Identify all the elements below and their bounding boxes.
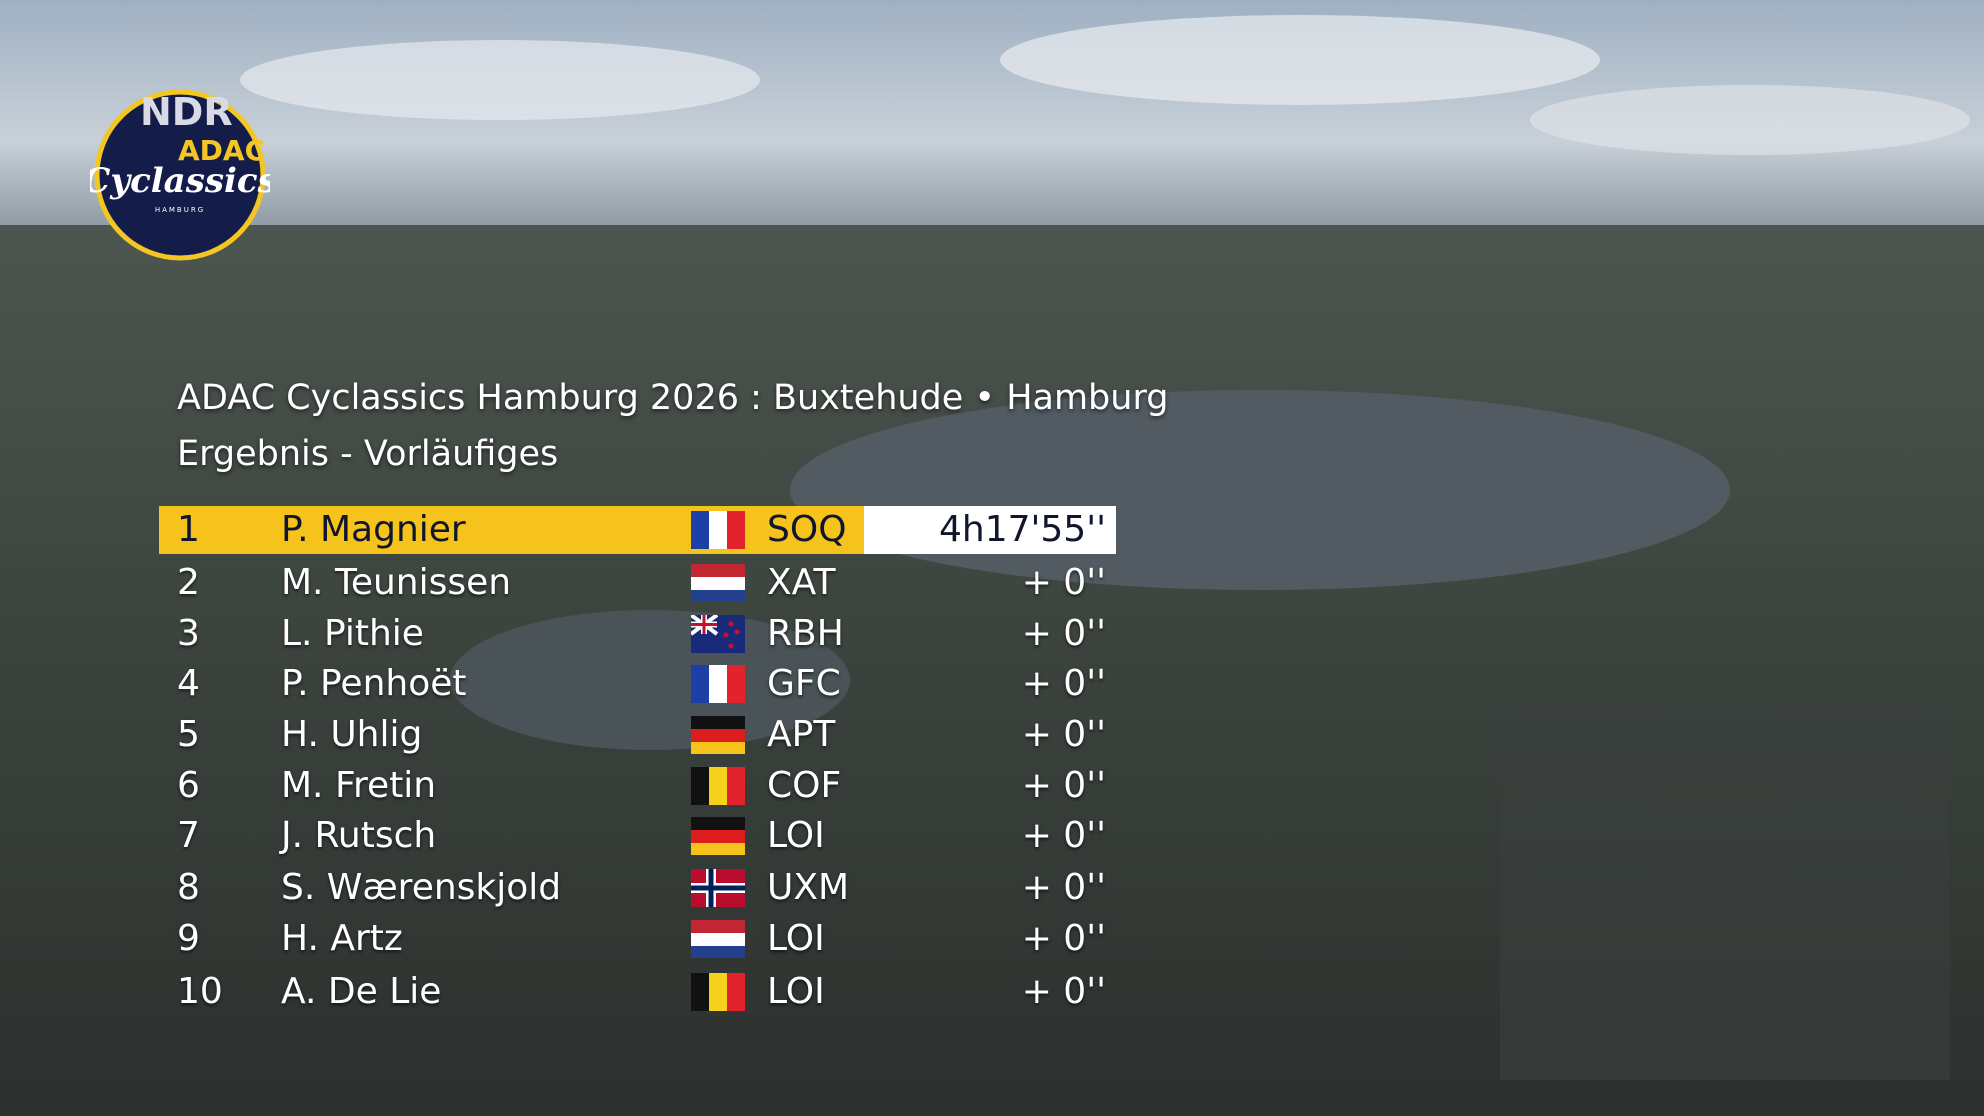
rider-name: M. Fretin: [281, 765, 437, 806]
flag: [691, 973, 745, 1024]
team-code: RBH: [767, 613, 844, 654]
rider-name: H. Uhlig: [281, 714, 423, 755]
rank: 10: [177, 971, 223, 1012]
flag-icon: [691, 920, 745, 958]
rider-name: A. De Lie: [281, 971, 442, 1012]
result-row: 9 H. Artz LOI + 0'': [159, 915, 1116, 963]
flag: [691, 716, 745, 767]
flag-icon: [689, 613, 745, 653]
time-gap: + 0'': [1021, 867, 1106, 908]
rank: 8: [177, 867, 200, 908]
time-gap: 4h17'55'': [864, 506, 1116, 554]
result-row: 7 J. Rutsch LOI + 0'': [159, 812, 1116, 860]
time-gap: + 0'': [1021, 562, 1106, 603]
flag-icon: [691, 973, 745, 1011]
flag: [689, 613, 745, 666]
logo-event: Cyclassics: [90, 161, 270, 201]
rider-name: P. Magnier: [281, 509, 466, 550]
rider-name: H. Artz: [281, 918, 403, 959]
flag-icon: [691, 564, 745, 602]
logo-broadcaster: NDR: [140, 90, 233, 134]
rank: 4: [177, 663, 200, 704]
rank: 3: [177, 613, 200, 654]
time-gap: + 0'': [1021, 613, 1106, 654]
team-code: LOI: [767, 815, 825, 856]
time-gap: + 0'': [1021, 663, 1106, 704]
rank: 1: [177, 509, 200, 550]
team-code: GFC: [767, 663, 841, 704]
result-row: 1 P. Magnier SOQ 4h17'55'': [159, 506, 1116, 554]
rank: 6: [177, 765, 200, 806]
flag: [691, 817, 745, 868]
result-row: 8 S. Wærenskjold UXM + 0'': [159, 864, 1116, 912]
flag: [691, 869, 745, 920]
flag-icon: [691, 665, 745, 703]
time-gap: + 0'': [1021, 815, 1106, 856]
flag-icon: [691, 869, 745, 907]
rank: 7: [177, 815, 200, 856]
flag: [691, 767, 745, 818]
rider-name: M. Teunissen: [281, 562, 512, 603]
team-code: APT: [767, 714, 836, 755]
time-gap: + 0'': [1021, 918, 1106, 959]
team-code: UXM: [767, 867, 850, 908]
logo-sponsor: ADAC: [178, 134, 265, 167]
logo: NDR ADAC Cyclassics HAMBURG: [90, 89, 270, 261]
flag: [691, 920, 745, 971]
logo-city: HAMBURG: [155, 206, 205, 214]
result-row: 5 H. Uhlig APT + 0'': [159, 711, 1116, 759]
team-code: LOI: [767, 918, 825, 959]
result-row: 2 M. Teunissen XAT + 0'': [159, 559, 1116, 607]
result-row: 3 L. Pithie RBH + 0'': [159, 610, 1116, 658]
flag: [691, 564, 745, 615]
rank: 2: [177, 562, 200, 603]
rider-name: S. Wærenskjold: [281, 867, 562, 908]
flag: [691, 511, 745, 562]
flag-icon: [691, 716, 745, 754]
team-code: COF: [767, 765, 842, 806]
subtitle: Ergebnis - Vorläufiges: [177, 434, 559, 474]
rider-name: L. Pithie: [281, 613, 424, 654]
flag-icon: [691, 767, 745, 805]
team-code: LOI: [767, 971, 825, 1012]
team-code: XAT: [767, 562, 836, 603]
flag-icon: [691, 817, 745, 855]
result-row: 10 A. De Lie LOI + 0'': [159, 968, 1116, 1016]
time-gap: + 0'': [1021, 765, 1106, 806]
rank: 9: [177, 918, 200, 959]
time-gap: + 0'': [1021, 714, 1106, 755]
rider-name: J. Rutsch: [281, 815, 437, 856]
rider-name: P. Penhoët: [281, 663, 467, 704]
flag-icon: [691, 511, 745, 549]
time-gap: + 0'': [1021, 971, 1106, 1012]
result-row: 6 M. Fretin COF + 0'': [159, 762, 1116, 810]
title: ADAC Cyclassics Hamburg 2026 : Buxtehude…: [177, 378, 1169, 418]
team-code: SOQ: [767, 509, 847, 550]
flag: [691, 665, 745, 716]
rank: 5: [177, 714, 200, 755]
result-row: 4 P. Penhoët GFC + 0'': [159, 660, 1116, 708]
